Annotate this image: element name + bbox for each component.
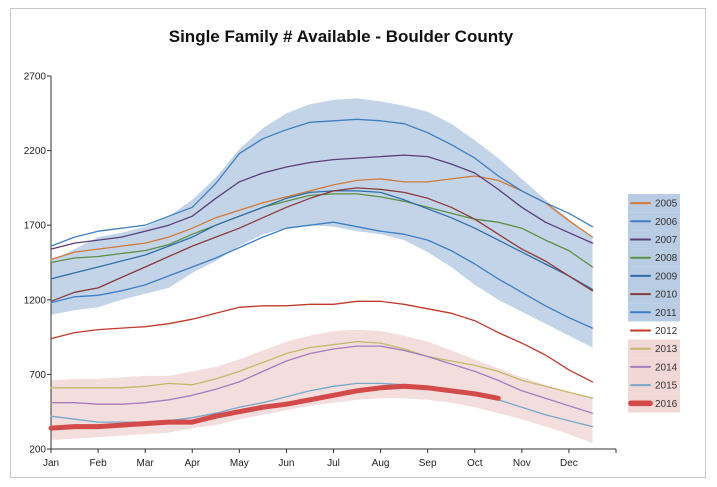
legend-band-swatch [628, 339, 680, 358]
x-tick-label: Jun [278, 458, 294, 469]
x-tick-label: Aug [372, 458, 390, 469]
x-tick-label: May [230, 458, 249, 469]
series-line-2006 [50, 118, 594, 247]
legend-label-2014: 2014 [655, 362, 678, 373]
series-line-2011 [50, 221, 594, 329]
legend-label-2016: 2016 [655, 399, 678, 410]
y-tick-label: 200 [29, 445, 46, 456]
y-tick-label: 2700 [24, 72, 47, 83]
series-line-2010 [50, 187, 594, 302]
x-tick-label: Jan [43, 458, 59, 469]
legend-band-swatch [628, 357, 680, 376]
legend-label-2011: 2011 [655, 308, 677, 319]
legend-band-swatch [628, 266, 680, 285]
x-tick-label: Jul [327, 458, 340, 469]
chart-title: Single Family # Available - Boulder Coun… [168, 27, 514, 46]
x-tick-label: Apr [184, 458, 200, 469]
legend-label-2013: 2013 [655, 344, 678, 355]
series-line-2009 [50, 190, 594, 291]
series-line-2013 [50, 340, 594, 399]
legend-label-2006: 2006 [655, 217, 678, 228]
y-tick-label: 1200 [24, 295, 47, 306]
legend-band-swatch [628, 394, 680, 413]
series-line-2016 [48, 383, 501, 431]
axes: 200 700 1200 1700 2200 2700 Jan Feb Mar Apr May Jun… [24, 72, 617, 469]
legend-band-swatch [628, 230, 680, 249]
legend-label-2010: 2010 [655, 290, 678, 301]
y-tick-label: 1700 [24, 221, 47, 232]
x-tick-label: Oct [467, 458, 483, 469]
legend-band-swatch [628, 285, 680, 304]
x-tick-label: Sep [419, 458, 437, 469]
legend-band-swatch [628, 194, 680, 213]
series-line-2014 [50, 345, 594, 414]
x-tick-label: Nov [513, 458, 531, 469]
legend-band-swatch [628, 303, 680, 322]
x-tick-label: Mar [137, 458, 155, 469]
x-tick-label: Feb [89, 458, 107, 469]
legend-label-2015: 2015 [655, 381, 678, 392]
y-tick-label: 700 [29, 370, 46, 381]
legend-label-2005: 2005 [655, 199, 678, 210]
legend-label-2009: 2009 [655, 271, 678, 282]
legend-band-swatch [628, 376, 680, 395]
range-band-2 [51, 329, 593, 443]
legend-label-2007: 2007 [655, 235, 678, 246]
range-band-1 [51, 98, 593, 348]
range-bands [51, 98, 593, 443]
legend: 2005 2006 2007 2008 2009 2010 2011 2012 2013 2014… [628, 194, 680, 413]
series-line-2012 [50, 300, 594, 383]
legend-label-2012: 2012 [655, 326, 678, 337]
legend-label-2008: 2008 [655, 253, 678, 264]
series-lines [48, 118, 594, 431]
series-line-2007 [50, 154, 594, 250]
legend-band-swatch [628, 248, 680, 267]
y-tick-label: 2200 [24, 146, 47, 157]
legend-band-swatch [628, 212, 680, 231]
series-line-2005 [50, 175, 594, 261]
x-tick-label: Dec [560, 458, 578, 469]
